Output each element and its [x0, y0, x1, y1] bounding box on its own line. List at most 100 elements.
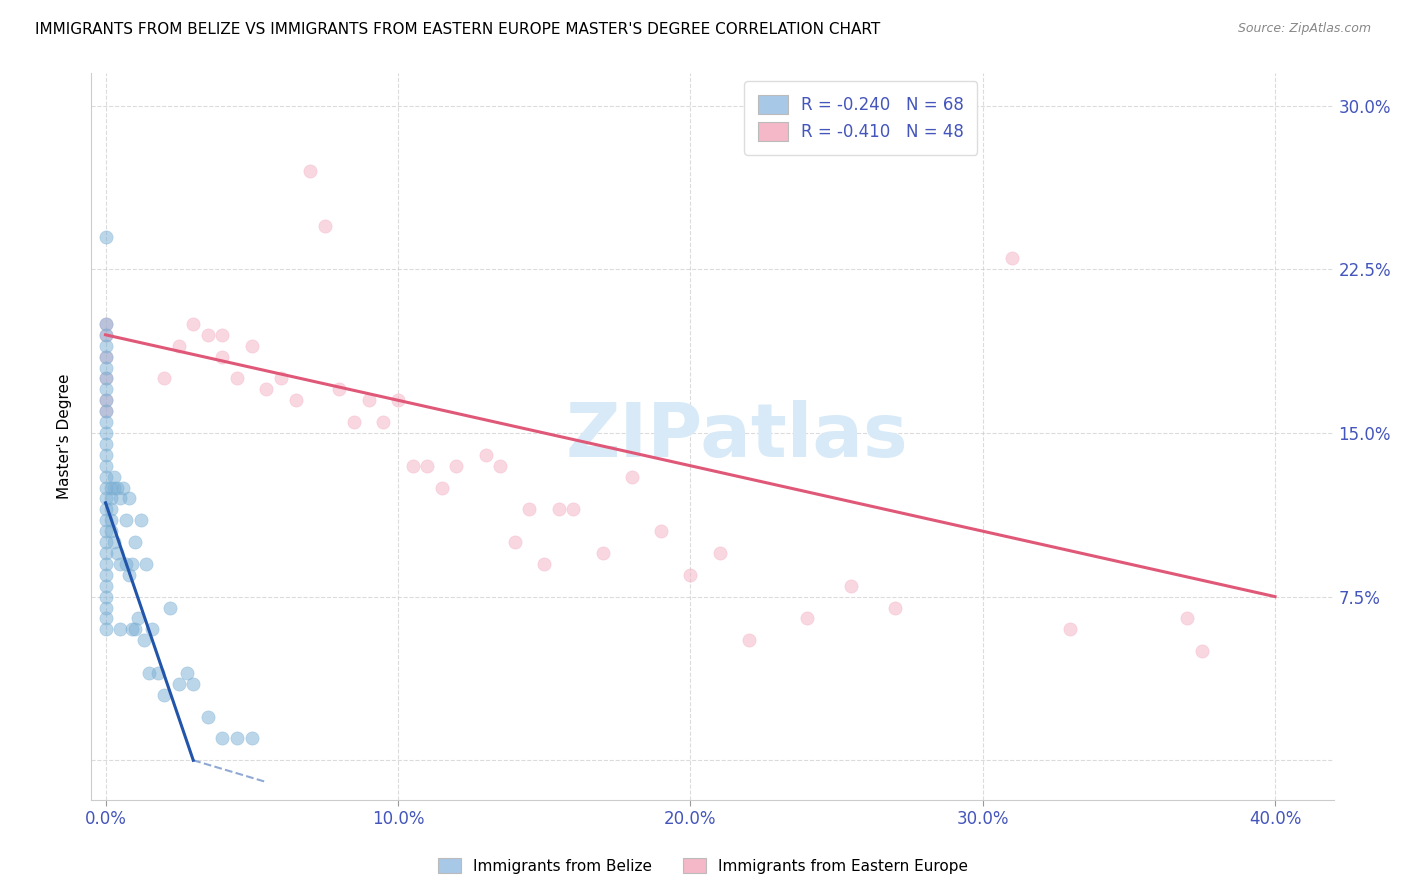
Point — [679, 567, 702, 582]
Point — [167, 339, 190, 353]
Point — [148, 665, 170, 680]
Point — [94, 437, 117, 451]
Point — [373, 415, 395, 429]
Point — [138, 665, 160, 680]
Point — [430, 481, 453, 495]
Point — [94, 404, 117, 418]
Point — [226, 371, 249, 385]
Point — [108, 623, 131, 637]
Point — [181, 317, 204, 331]
Point — [94, 393, 117, 408]
Point — [211, 731, 233, 746]
Point — [94, 327, 117, 342]
Point — [299, 164, 322, 178]
Point — [489, 458, 512, 473]
Point — [100, 481, 122, 495]
Point — [115, 513, 138, 527]
Point — [592, 546, 614, 560]
Point — [503, 535, 526, 549]
Point — [211, 350, 233, 364]
Point — [94, 481, 117, 495]
Point — [197, 327, 219, 342]
Point — [94, 469, 117, 483]
Point — [105, 546, 128, 560]
Point — [108, 491, 131, 506]
Y-axis label: Master's Degree: Master's Degree — [58, 374, 72, 499]
Point — [94, 350, 117, 364]
Point — [94, 327, 117, 342]
Point — [118, 491, 141, 506]
Point — [100, 491, 122, 506]
Point — [650, 524, 672, 538]
Point — [197, 709, 219, 723]
Point — [401, 458, 423, 473]
Text: Source: ZipAtlas.com: Source: ZipAtlas.com — [1237, 22, 1371, 36]
Point — [620, 469, 643, 483]
Point — [211, 327, 233, 342]
Point — [103, 535, 125, 549]
Point — [474, 448, 496, 462]
Legend: Immigrants from Belize, Immigrants from Eastern Europe: Immigrants from Belize, Immigrants from … — [432, 852, 974, 880]
Point — [108, 557, 131, 571]
Point — [94, 623, 117, 637]
Point — [387, 393, 409, 408]
Point — [314, 219, 336, 233]
Point — [121, 623, 143, 637]
Legend: R = -0.240   N = 68, R = -0.410   N = 48: R = -0.240 N = 68, R = -0.410 N = 48 — [744, 81, 977, 155]
Point — [1191, 644, 1213, 658]
Point — [416, 458, 439, 473]
Point — [100, 524, 122, 538]
Point — [94, 382, 117, 396]
Point — [328, 382, 350, 396]
Point — [94, 360, 117, 375]
Point — [103, 481, 125, 495]
Text: IMMIGRANTS FROM BELIZE VS IMMIGRANTS FROM EASTERN EUROPE MASTER'S DEGREE CORRELA: IMMIGRANTS FROM BELIZE VS IMMIGRANTS FRO… — [35, 22, 880, 37]
Point — [94, 491, 117, 506]
Point — [884, 600, 907, 615]
Point — [132, 633, 155, 648]
Point — [167, 677, 190, 691]
Point — [240, 731, 263, 746]
Point — [270, 371, 292, 385]
Point — [127, 611, 149, 625]
Point — [135, 557, 157, 571]
Point — [796, 611, 818, 625]
Point — [153, 371, 176, 385]
Point — [94, 404, 117, 418]
Point — [94, 524, 117, 538]
Point — [94, 415, 117, 429]
Point — [519, 502, 541, 516]
Point — [94, 567, 117, 582]
Point — [1059, 623, 1081, 637]
Point — [159, 600, 181, 615]
Point — [94, 502, 117, 516]
Point — [94, 317, 117, 331]
Point — [94, 350, 117, 364]
Point — [94, 393, 117, 408]
Point — [94, 513, 117, 527]
Point — [100, 513, 122, 527]
Point — [94, 371, 117, 385]
Point — [121, 557, 143, 571]
Point — [94, 371, 117, 385]
Point — [105, 481, 128, 495]
Point — [94, 317, 117, 331]
Point — [103, 469, 125, 483]
Point — [115, 557, 138, 571]
Point — [446, 458, 468, 473]
Point — [254, 382, 277, 396]
Point — [124, 535, 146, 549]
Point — [94, 458, 117, 473]
Point — [709, 546, 731, 560]
Point — [1175, 611, 1198, 625]
Point — [129, 513, 152, 527]
Text: ZIPatlas: ZIPatlas — [565, 400, 908, 473]
Point — [240, 339, 263, 353]
Point — [94, 557, 117, 571]
Point — [284, 393, 307, 408]
Point — [94, 339, 117, 353]
Point — [94, 546, 117, 560]
Point — [124, 623, 146, 637]
Point — [1001, 252, 1024, 266]
Point — [94, 590, 117, 604]
